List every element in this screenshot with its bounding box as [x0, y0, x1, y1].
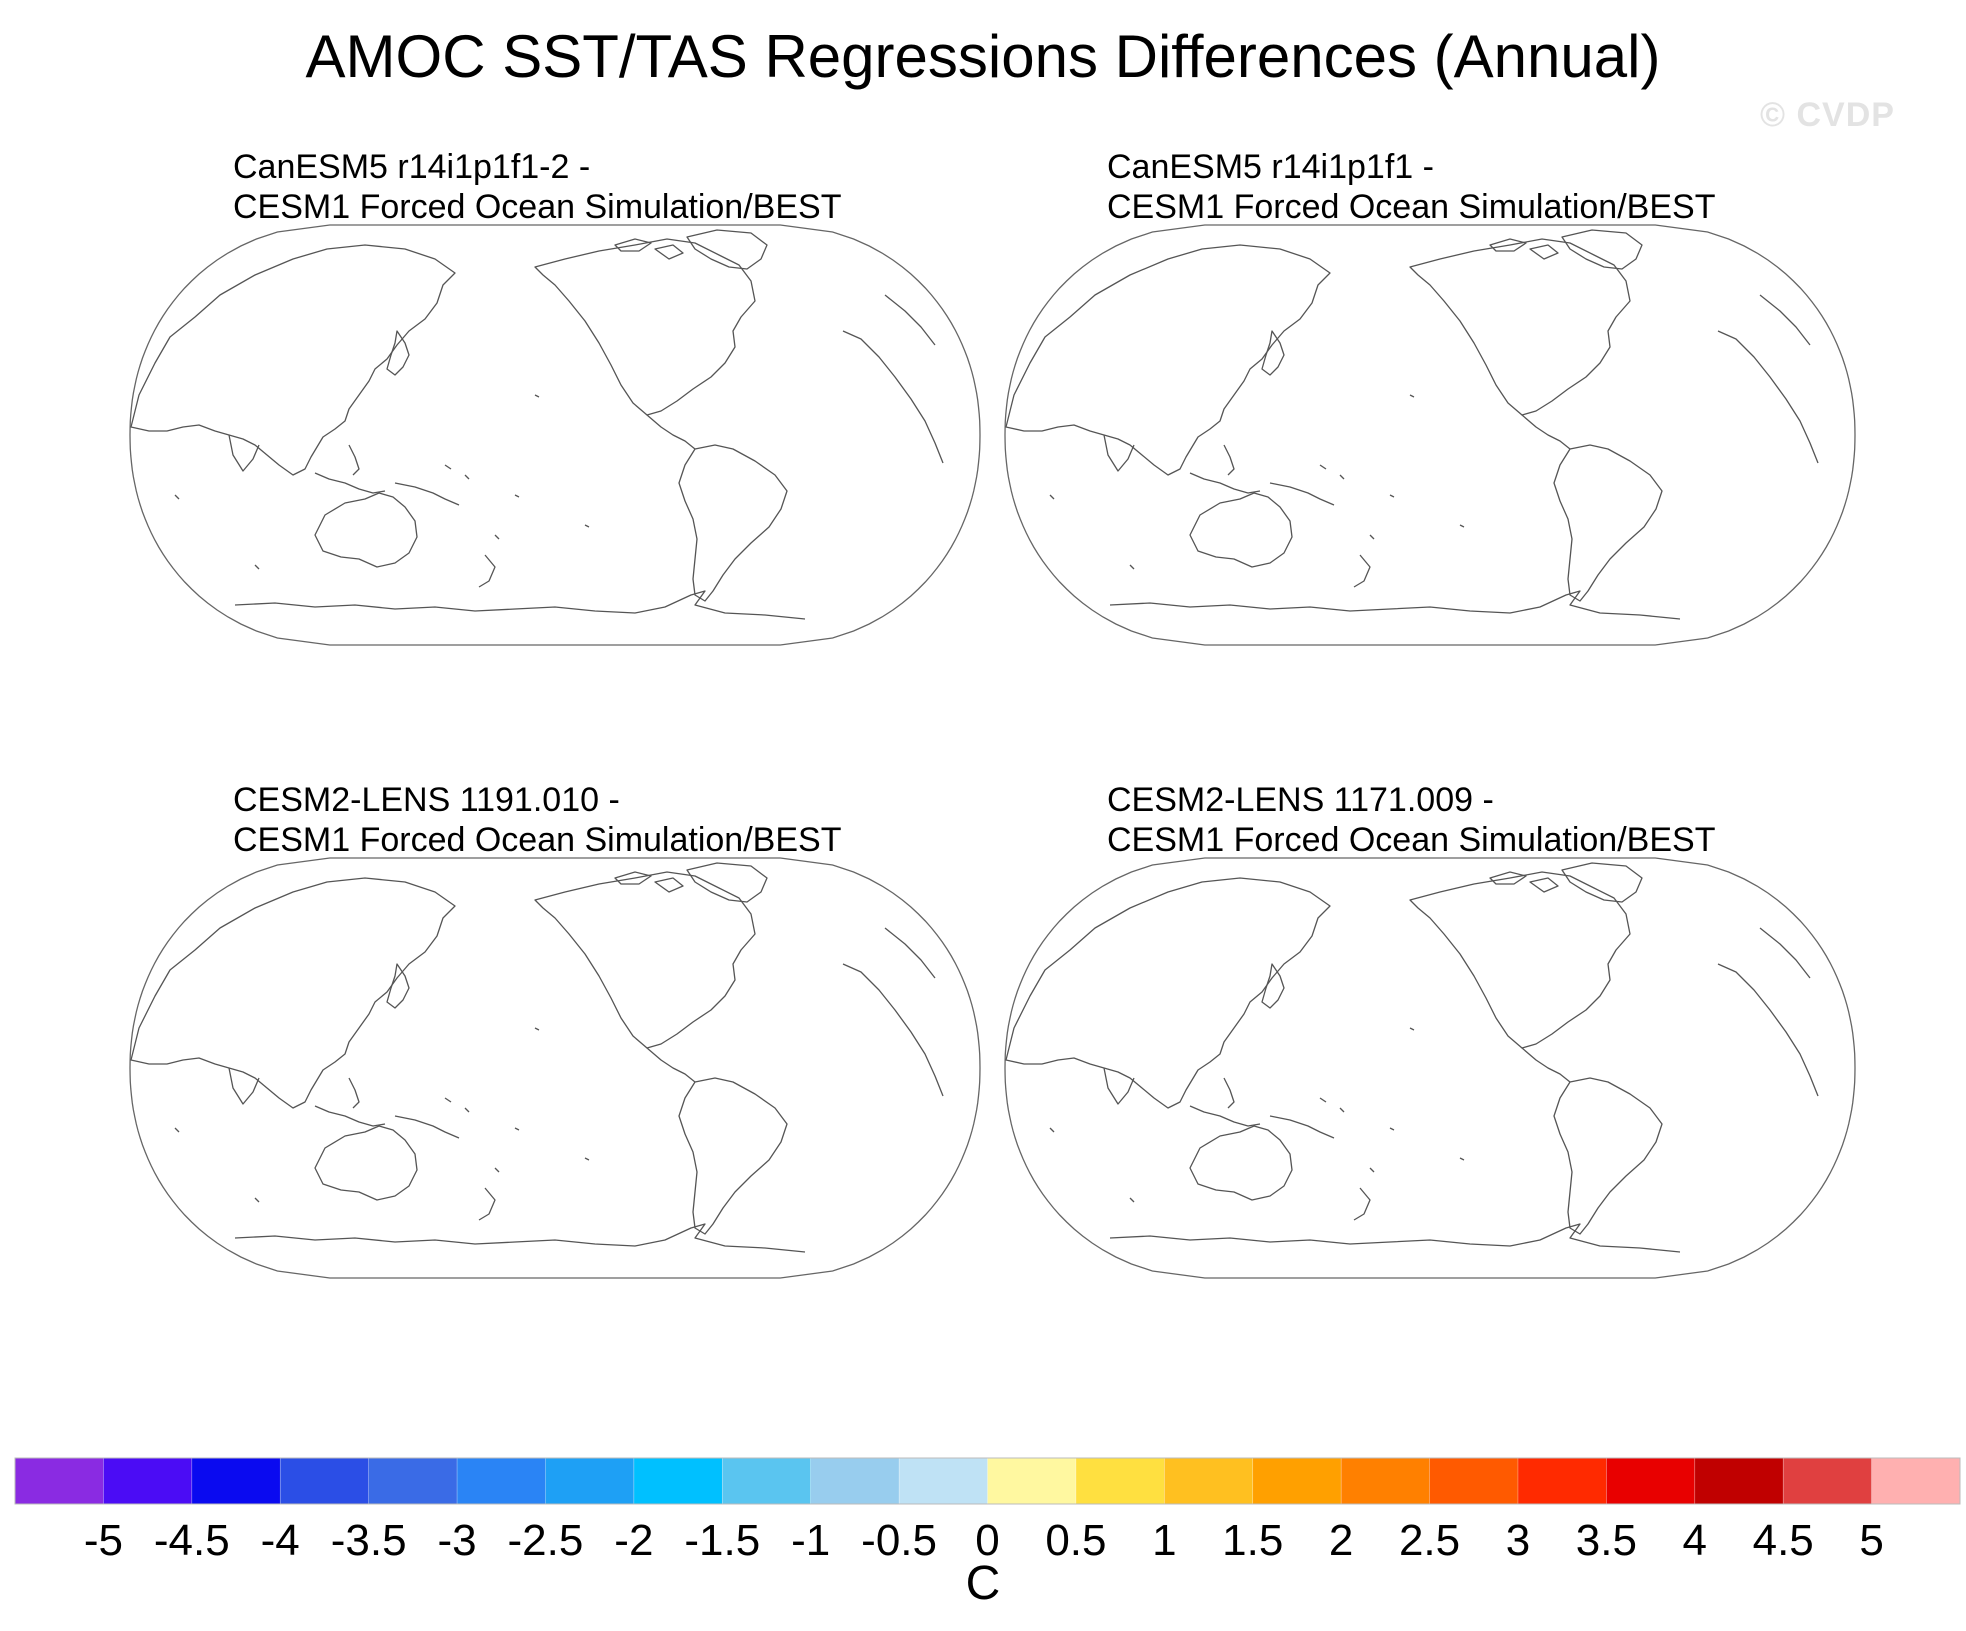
colorbar-tick-label: -3.5	[331, 1516, 407, 1565]
colorbar-box-21	[1783, 1458, 1872, 1504]
colorbar-box-10	[810, 1458, 900, 1504]
colorbar-box-8	[633, 1458, 723, 1504]
panel-3-title-line2: CESM1 Forced Ocean Simulation/BEST	[233, 821, 842, 859]
colorbar-tick-label: 4	[1683, 1516, 1707, 1565]
colorbar-box-1	[15, 1458, 104, 1504]
panel-1-title-line1: CanESM5 r14i1p1f1-2 -	[233, 148, 591, 186]
colorbar-box-5	[368, 1458, 458, 1504]
map-outline-1	[129, 224, 981, 646]
colorbar-tick-label: -5	[84, 1516, 123, 1565]
colorbar-tick-label: -2	[614, 1516, 653, 1565]
colorbar-box-22	[1871, 1458, 1960, 1504]
colorbar-tick-label: -1.5	[684, 1516, 760, 1565]
colorbar-box-7	[545, 1458, 634, 1504]
colorbar-box-15	[1252, 1458, 1342, 1504]
colorbar-frame	[14, 1457, 1961, 1505]
colorbar-tick-label: -2.5	[508, 1516, 584, 1565]
colorbar-tick-label: -4	[261, 1516, 300, 1565]
map-panel-3	[129, 857, 981, 1279]
colorbar-box-13	[1075, 1458, 1165, 1504]
colorbar-tick-label: 1	[1152, 1516, 1176, 1565]
colorbar-box-3	[191, 1458, 281, 1504]
colorbar-box-20	[1694, 1458, 1784, 1504]
colorbar-tick-label: 5	[1859, 1516, 1883, 1565]
panel-3-title: CESM2-LENS 1191.010 - CESM1 Forced Ocean…	[233, 780, 841, 860]
colorbar-box-12	[987, 1458, 1076, 1504]
colorbar-tick-label: -4.5	[154, 1516, 230, 1565]
colorbar-tick-label: 0.5	[1045, 1516, 1106, 1565]
colorbar-tick-label: 3.5	[1576, 1516, 1637, 1565]
colorbar-tick-label: 2	[1329, 1516, 1353, 1565]
colorbar-tick-label: 2.5	[1399, 1516, 1460, 1565]
colorbar-box-18	[1517, 1458, 1607, 1504]
colorbar-box-17	[1429, 1458, 1518, 1504]
colorbar-box-11	[899, 1458, 988, 1504]
map-panel-1	[129, 224, 981, 646]
panel-2-title-line2: CESM1 Forced Ocean Simulation/BEST	[1107, 188, 1716, 226]
colorbar-tick-label: -1	[791, 1516, 830, 1565]
colorbar-tick-label: 3	[1506, 1516, 1530, 1565]
cvdp-watermark: © CVDP	[1760, 96, 1895, 134]
colorbar-box-16	[1341, 1458, 1430, 1504]
panel-1-title-line2: CESM1 Forced Ocean Simulation/BEST	[233, 188, 842, 226]
panel-2-title-line1: CanESM5 r14i1p1f1 -	[1107, 148, 1434, 186]
colorbar-unit-label: C	[965, 1557, 1001, 1610]
map-panel-2	[1004, 224, 1856, 646]
map-outline-4	[1004, 857, 1856, 1279]
map-outline-2	[1004, 224, 1856, 646]
colorbar-box-19	[1606, 1458, 1695, 1504]
colorbar: -5 -4.5 -4 -3.5 -3 -2.5 -2 -1.5 -1 -0.5 0 0.5 1 1.5 2 2…	[14, 1457, 1961, 1565]
figure-title: AMOC SST/TAS Regressions Differences (An…	[305, 23, 1661, 90]
panel-3-title-line1: CESM2-LENS 1191.010 -	[233, 781, 620, 819]
colorbar-box-6	[457, 1458, 546, 1504]
colorbar-tick-label: 0	[975, 1516, 999, 1565]
colorbar-box-9	[722, 1458, 811, 1504]
colorbar-tick-label: 1.5	[1222, 1516, 1283, 1565]
map-outline-3	[129, 857, 981, 1279]
map-panel-4	[1004, 857, 1856, 1279]
panel-2-title: CanESM5 r14i1p1f1 - CESM1 Forced Ocean S…	[1107, 147, 1715, 227]
colorbar-tick-label: 4.5	[1753, 1516, 1814, 1565]
panel-1-title: CanESM5 r14i1p1f1-2 - CESM1 Forced Ocean…	[233, 147, 841, 227]
colorbar-box-4	[280, 1458, 369, 1504]
colorbar-box-14	[1164, 1458, 1253, 1504]
panel-4-title-line2: CESM1 Forced Ocean Simulation/BEST	[1107, 821, 1716, 859]
colorbar-tick-label: -3	[437, 1516, 476, 1565]
colorbar-tick-label: -0.5	[861, 1516, 937, 1565]
panel-4-title: CESM2-LENS 1171.009 - CESM1 Forced Ocean…	[1107, 780, 1715, 860]
colorbar-box-2	[103, 1458, 192, 1504]
panel-4-title-line1: CESM2-LENS 1171.009 -	[1107, 781, 1494, 819]
